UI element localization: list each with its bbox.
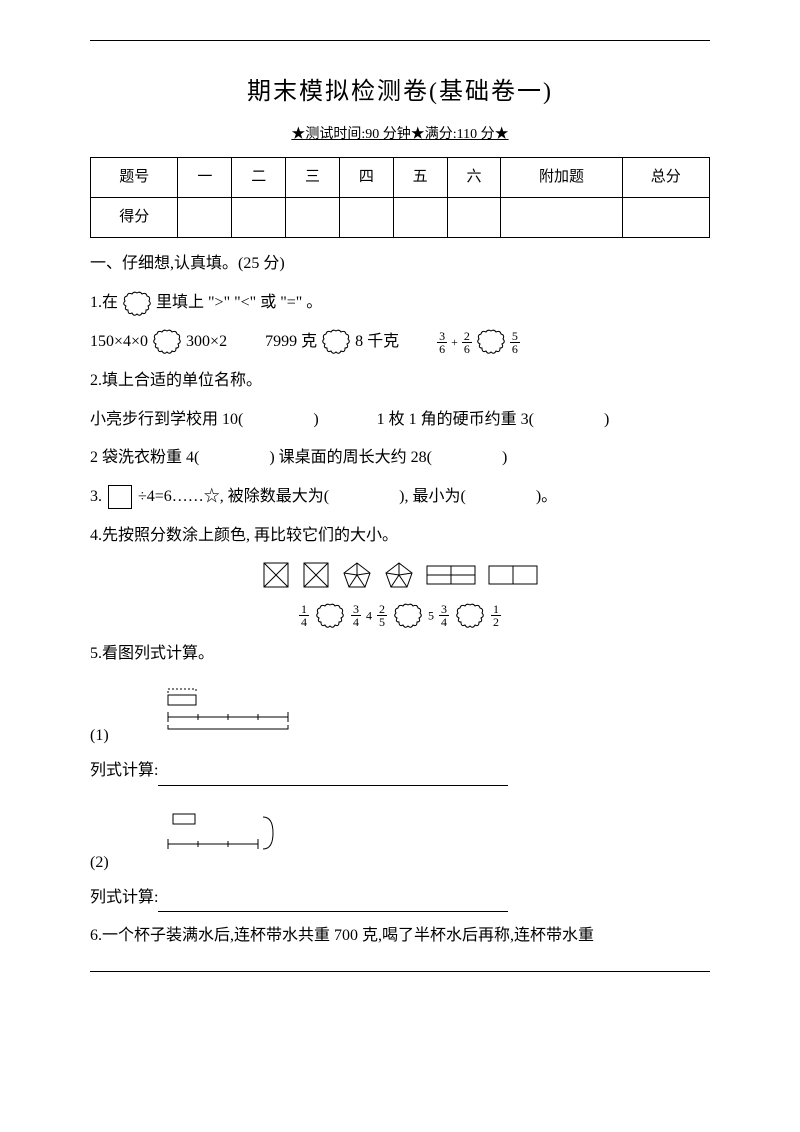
answer-line-1: 列式计算: xyxy=(90,757,710,786)
col-5: 五 xyxy=(393,158,447,198)
pentagon-shape-icon xyxy=(342,561,372,600)
col-1: 一 xyxy=(178,158,232,198)
question-5-part-1: (1) xyxy=(90,679,710,751)
table-header-row: 题号 一 二 三 四 五 六 附加题 总分 xyxy=(91,158,710,198)
score-cell xyxy=(622,198,710,238)
score-label: 得分 xyxy=(91,198,178,238)
question-1-items: 150×4×0 300×2 7999 克 8 千克 3 6 + 2 6 5 6 xyxy=(90,328,710,357)
cloud-blank-icon xyxy=(152,328,182,356)
answer-line-2: 列式计算: xyxy=(90,884,710,913)
fraction: 12 xyxy=(491,603,501,628)
pentagon-shape-icon xyxy=(384,561,414,600)
cloud-blank-icon xyxy=(122,290,152,318)
question-3: 3. ÷4=6……☆, 被除数最大为(), 最小为()。 xyxy=(90,483,710,512)
cloud-blank-icon xyxy=(393,602,423,630)
exam-subtitle: ★测试时间:90 分钟★满分:110 分★ xyxy=(90,122,710,147)
col-2: 二 xyxy=(232,158,286,198)
col-6: 六 xyxy=(447,158,501,198)
exam-title: 期末模拟检测卷(基础卷一) xyxy=(90,71,710,114)
score-cell xyxy=(447,198,501,238)
fraction: 2 6 xyxy=(462,330,472,355)
score-cell xyxy=(286,198,340,238)
question-1-stem: 1.在 里填上 ">" "<" 或 "=" 。 xyxy=(90,289,710,318)
question-2-line1: 小亮步行到学校用 10() 1 枚 1 角的硬币约重 3() xyxy=(90,406,710,435)
question-4-shapes xyxy=(90,561,710,600)
question-6: 6.一个杯子装满水后,连杯带水共重 700 克,喝了半杯水后再称,连杯带水重 xyxy=(90,922,710,951)
cloud-blank-icon xyxy=(476,328,506,356)
cloud-blank-icon xyxy=(455,602,485,630)
cloud-blank-icon xyxy=(321,328,351,356)
q1-prefix: 1.在 xyxy=(90,289,118,318)
page-top-rule xyxy=(90,40,710,41)
plus-sign: + xyxy=(451,332,458,354)
table-score-row: 得分 xyxy=(91,198,710,238)
square-shape-icon xyxy=(302,561,330,600)
score-cell xyxy=(178,198,232,238)
col-3: 三 xyxy=(286,158,340,198)
col-bonus: 附加题 xyxy=(501,158,622,198)
bar-diagram-icon xyxy=(163,687,303,743)
q1a-left: 150×4×0 xyxy=(90,328,148,357)
col-label: 题号 xyxy=(91,158,178,198)
fraction: 14 xyxy=(299,603,309,628)
score-cell xyxy=(501,198,622,238)
fraction: 34 xyxy=(351,603,361,628)
rectangle-grid-icon xyxy=(426,565,476,596)
bar-diagram-icon xyxy=(163,809,293,870)
question-2-line2: 2 袋洗衣粉重 4() 课桌面的周长大约 28() xyxy=(90,444,710,473)
page-bottom-rule xyxy=(90,971,710,972)
question-4-title: 4.先按照分数涂上颜色, 再比较它们的大小。 xyxy=(90,522,710,551)
score-cell xyxy=(393,198,447,238)
score-cell xyxy=(232,198,286,238)
q1b-left: 7999 克 xyxy=(265,328,317,357)
col-total: 总分 xyxy=(622,158,710,198)
square-shape-icon xyxy=(262,561,290,600)
score-table: 题号 一 二 三 四 五 六 附加题 总分 得分 xyxy=(90,157,710,238)
question-2-title: 2.填上合适的单位名称。 xyxy=(90,367,710,396)
section-1-title: 一、仔细想,认真填。(25 分) xyxy=(90,250,710,279)
q1b-right: 8 千克 xyxy=(355,328,399,357)
rectangle-split-icon xyxy=(488,565,538,596)
cloud-blank-icon xyxy=(315,602,345,630)
col-4: 四 xyxy=(339,158,393,198)
fraction: 34 xyxy=(439,603,449,628)
score-cell xyxy=(339,198,393,238)
question-4-fractions: 14 34 4 25 5 34 12 xyxy=(90,602,710,631)
q1-suffix: 里填上 ">" "<" 或 "=" 。 xyxy=(156,289,322,318)
question-5-part-2: (2) xyxy=(90,801,710,878)
fraction: 3 6 xyxy=(437,330,447,355)
fraction: 5 6 xyxy=(510,330,520,355)
question-5-title: 5.看图列式计算。 xyxy=(90,640,710,669)
fraction: 25 xyxy=(377,603,387,628)
square-blank-icon xyxy=(108,485,132,509)
q1a-right: 300×2 xyxy=(186,328,227,357)
